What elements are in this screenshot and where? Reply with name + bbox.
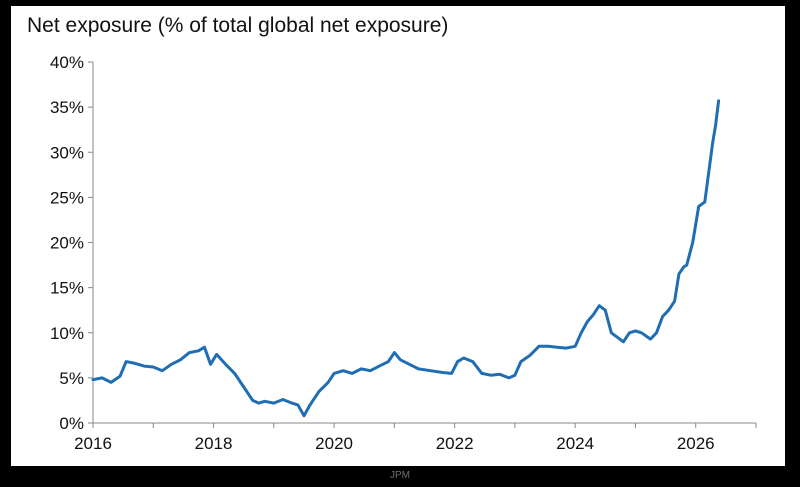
y-tick-label: 25% (50, 188, 84, 207)
x-tick-label: 2026 (677, 434, 715, 453)
y-tick-label: 5% (59, 369, 84, 388)
line-chart: 0%5%10%15%20%25%30%35%40% 2016 2018 2020 20… (50, 53, 757, 453)
chart-title: Net exposure (% of total global net expo… (27, 14, 449, 37)
x-axis: 2016 2018 2020 2022 2024 2026 (74, 423, 757, 453)
y-axis: 0% 5% 10% 15% 20% 25% 30% 35% 40% (50, 53, 93, 433)
x-tick-label: 2020 (315, 434, 353, 453)
y-tick-label: 15% (50, 279, 84, 298)
source-label: JPM (390, 470, 410, 481)
chart-panel: Net exposure (% of total global net expo… (11, 6, 785, 466)
y-tick-label: 20% (50, 234, 84, 253)
x-tick-label: 2016 (74, 434, 112, 453)
x-tick-label: 2018 (195, 434, 233, 453)
y-tick-label: 10% (50, 324, 84, 343)
series-line (91, 99, 721, 418)
y-tick-label: 35% (50, 98, 84, 117)
y-tick-label: 0% (59, 414, 84, 433)
x-tick-label: 2022 (436, 434, 474, 453)
x-tick-label: 2024 (556, 434, 594, 453)
y-tick-label: 40% (50, 53, 84, 72)
y-tick-label: 30% (50, 143, 84, 162)
